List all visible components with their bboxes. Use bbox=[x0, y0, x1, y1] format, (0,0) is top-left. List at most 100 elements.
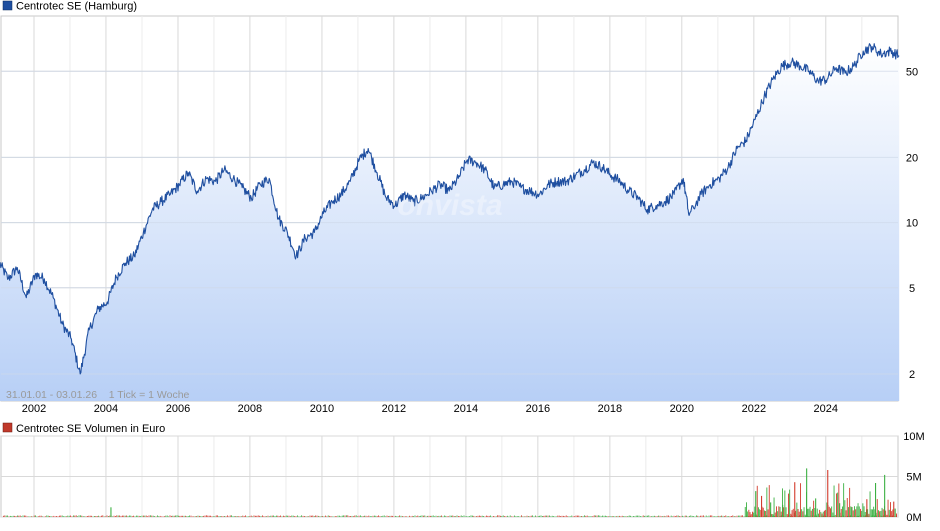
volume-bar bbox=[316, 515, 318, 517]
volume-bar bbox=[369, 516, 371, 517]
volume-bar bbox=[848, 507, 849, 517]
volume-bar bbox=[309, 515, 311, 517]
volume-bar bbox=[857, 515, 858, 517]
volume-bar bbox=[176, 515, 178, 517]
volume-bar bbox=[284, 516, 286, 517]
volume-bar bbox=[285, 515, 287, 517]
volume-bar bbox=[843, 483, 845, 517]
volume-bar bbox=[818, 513, 819, 517]
volume-bar bbox=[694, 516, 696, 517]
volume-bar bbox=[42, 516, 43, 517]
volume-bar bbox=[364, 515, 365, 517]
volume-bar bbox=[648, 515, 650, 517]
y-tick-label: 20 bbox=[906, 152, 918, 164]
volume-bar bbox=[820, 511, 822, 517]
volume-bar bbox=[102, 515, 104, 517]
volume-bar bbox=[536, 516, 538, 517]
volume-bar-spike bbox=[884, 474, 886, 517]
volume-bar bbox=[885, 510, 887, 517]
volume-bar bbox=[808, 508, 810, 517]
volume-bar bbox=[381, 516, 382, 517]
volume-bar bbox=[850, 506, 852, 517]
volume-bar bbox=[785, 507, 787, 517]
volume-bar bbox=[888, 509, 890, 517]
volume-bar bbox=[848, 515, 850, 517]
volume-bar bbox=[402, 516, 403, 517]
volume-bar bbox=[169, 515, 171, 517]
volume-bar bbox=[305, 516, 307, 517]
volume-bar bbox=[94, 516, 95, 517]
volume-bar bbox=[743, 516, 745, 517]
volume-bar bbox=[200, 516, 202, 517]
volume-bar bbox=[831, 506, 833, 517]
volume-bar bbox=[386, 515, 388, 517]
volume-bar-spike bbox=[755, 491, 757, 517]
volume-bar bbox=[546, 515, 547, 517]
volume-bar bbox=[628, 515, 630, 517]
volume-bar bbox=[887, 499, 889, 517]
volume-bar bbox=[449, 515, 451, 517]
volume-bar bbox=[591, 516, 592, 517]
volume-bar bbox=[224, 516, 225, 517]
volume-bar bbox=[77, 516, 78, 517]
y-tick-label: 5 bbox=[909, 283, 915, 295]
volume-bar bbox=[137, 515, 139, 517]
volume-bar bbox=[598, 515, 599, 517]
volume-bar bbox=[840, 509, 842, 517]
volume-bar bbox=[150, 515, 151, 517]
volume-bar bbox=[229, 515, 231, 517]
volume-bar bbox=[880, 511, 882, 517]
volume-bar bbox=[479, 515, 480, 517]
volume-bar bbox=[729, 516, 731, 517]
volume-bar-spike bbox=[866, 499, 868, 517]
volume-bar bbox=[455, 516, 456, 517]
volume-bar bbox=[721, 515, 722, 517]
volume-bar bbox=[235, 516, 237, 517]
volume-bar bbox=[668, 515, 669, 517]
volume-bar bbox=[472, 515, 473, 517]
volume-bar bbox=[259, 515, 260, 517]
volume-bar bbox=[537, 516, 539, 517]
volume-bar bbox=[418, 516, 420, 517]
volume-bar bbox=[783, 507, 785, 517]
volume-bar bbox=[343, 515, 344, 517]
volume-bar bbox=[197, 515, 199, 517]
volume-bar bbox=[31, 516, 32, 517]
volume-bar bbox=[879, 511, 881, 517]
y-tick-label: 10 bbox=[906, 218, 918, 230]
volume-bar bbox=[347, 515, 349, 517]
volume-bar bbox=[834, 514, 836, 517]
volume-bar bbox=[782, 488, 783, 517]
volume-bar-spike bbox=[761, 495, 763, 517]
volume-bar bbox=[624, 516, 626, 517]
volume-bar bbox=[581, 516, 582, 517]
volume-bar bbox=[410, 516, 412, 517]
volume-bar bbox=[40, 515, 42, 517]
volume-bar bbox=[252, 516, 253, 517]
volume-bar bbox=[360, 515, 361, 517]
volume-bar bbox=[409, 515, 410, 517]
volume-bar bbox=[19, 515, 21, 517]
volume-bar bbox=[346, 515, 347, 517]
volume-bar bbox=[572, 516, 574, 517]
volume-bar bbox=[336, 516, 337, 517]
volume-bar bbox=[516, 516, 518, 517]
volume-bar bbox=[26, 516, 28, 517]
volume-bar bbox=[682, 515, 683, 517]
volume-bar bbox=[477, 515, 479, 517]
volume-bar bbox=[462, 516, 463, 517]
volume-bar bbox=[765, 511, 767, 517]
volume-bar bbox=[8, 516, 10, 517]
volume-bar bbox=[396, 516, 398, 517]
volume-bar bbox=[465, 516, 466, 517]
volume-bar bbox=[683, 516, 685, 517]
volume-bar bbox=[190, 515, 192, 517]
volume-bar bbox=[46, 515, 48, 517]
volume-bar bbox=[631, 516, 633, 517]
volume-bar bbox=[38, 516, 39, 517]
volume-bar bbox=[638, 515, 640, 517]
volume-bar bbox=[144, 515, 146, 517]
volume-bar bbox=[112, 516, 113, 517]
volume-bar bbox=[494, 516, 496, 517]
volume-bar bbox=[698, 516, 700, 517]
